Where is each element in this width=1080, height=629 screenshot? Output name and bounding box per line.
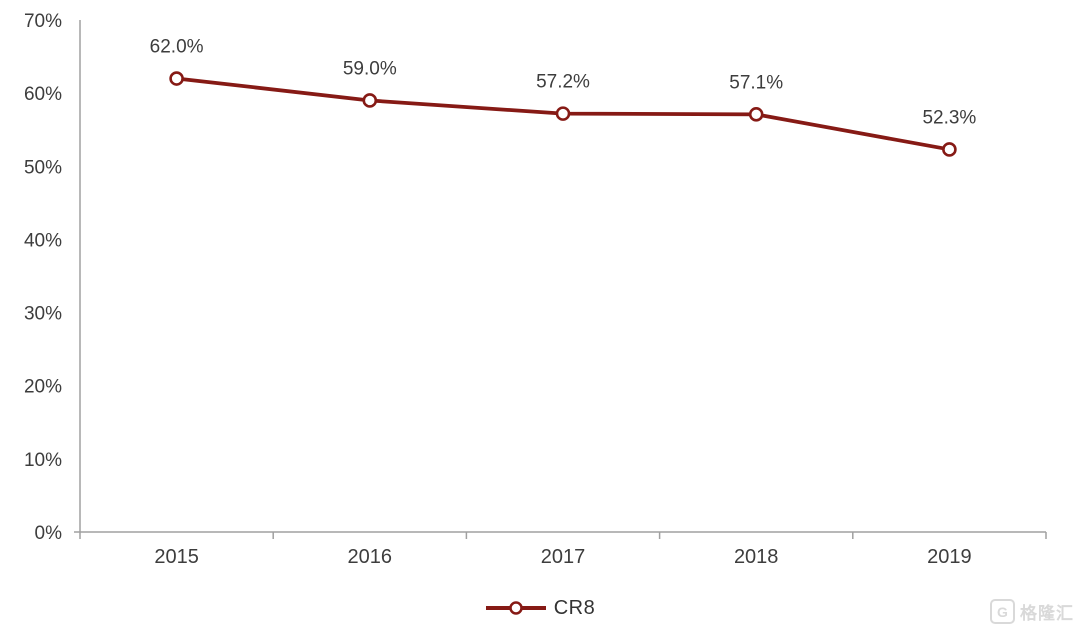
y-tick-label: 0% — [35, 523, 63, 544]
x-tick-label: 2016 — [348, 546, 393, 568]
legend: CR8 — [0, 593, 1080, 623]
data-point-label: 59.0% — [343, 58, 397, 79]
y-tick-label: 40% — [24, 230, 62, 251]
x-tick-label: 2017 — [541, 546, 586, 568]
x-tick-label: 2015 — [154, 546, 199, 568]
legend-marker-icon — [485, 601, 546, 615]
y-tick-label: 60% — [24, 84, 62, 105]
data-point-marker — [748, 107, 764, 122]
y-tick-label: 10% — [24, 450, 62, 471]
legend-circle — [508, 601, 523, 615]
data-point-marker — [362, 93, 378, 108]
y-tick-label: 70% — [24, 11, 62, 32]
data-point-label: 52.3% — [922, 107, 976, 128]
watermark-text: 格隆汇 — [1020, 604, 1074, 623]
data-point-label: 57.1% — [729, 72, 783, 93]
legend-label: CR8 — [553, 596, 596, 619]
y-tick-label: 20% — [24, 377, 62, 398]
x-tick-label: 2019 — [927, 546, 972, 568]
data-point-label: 57.2% — [536, 72, 590, 93]
x-tick-label: 2018 — [734, 546, 779, 568]
data-point-marker — [169, 71, 184, 86]
data-point-marker — [555, 106, 571, 121]
data-point-marker — [942, 142, 957, 157]
data-point-label: 62.0% — [150, 37, 204, 58]
watermark: G 格隆汇 — [990, 599, 1074, 624]
y-tick-label: 30% — [24, 304, 62, 325]
y-tick-label: 50% — [24, 157, 62, 178]
gelonghui-logo-icon: G — [990, 599, 1015, 624]
